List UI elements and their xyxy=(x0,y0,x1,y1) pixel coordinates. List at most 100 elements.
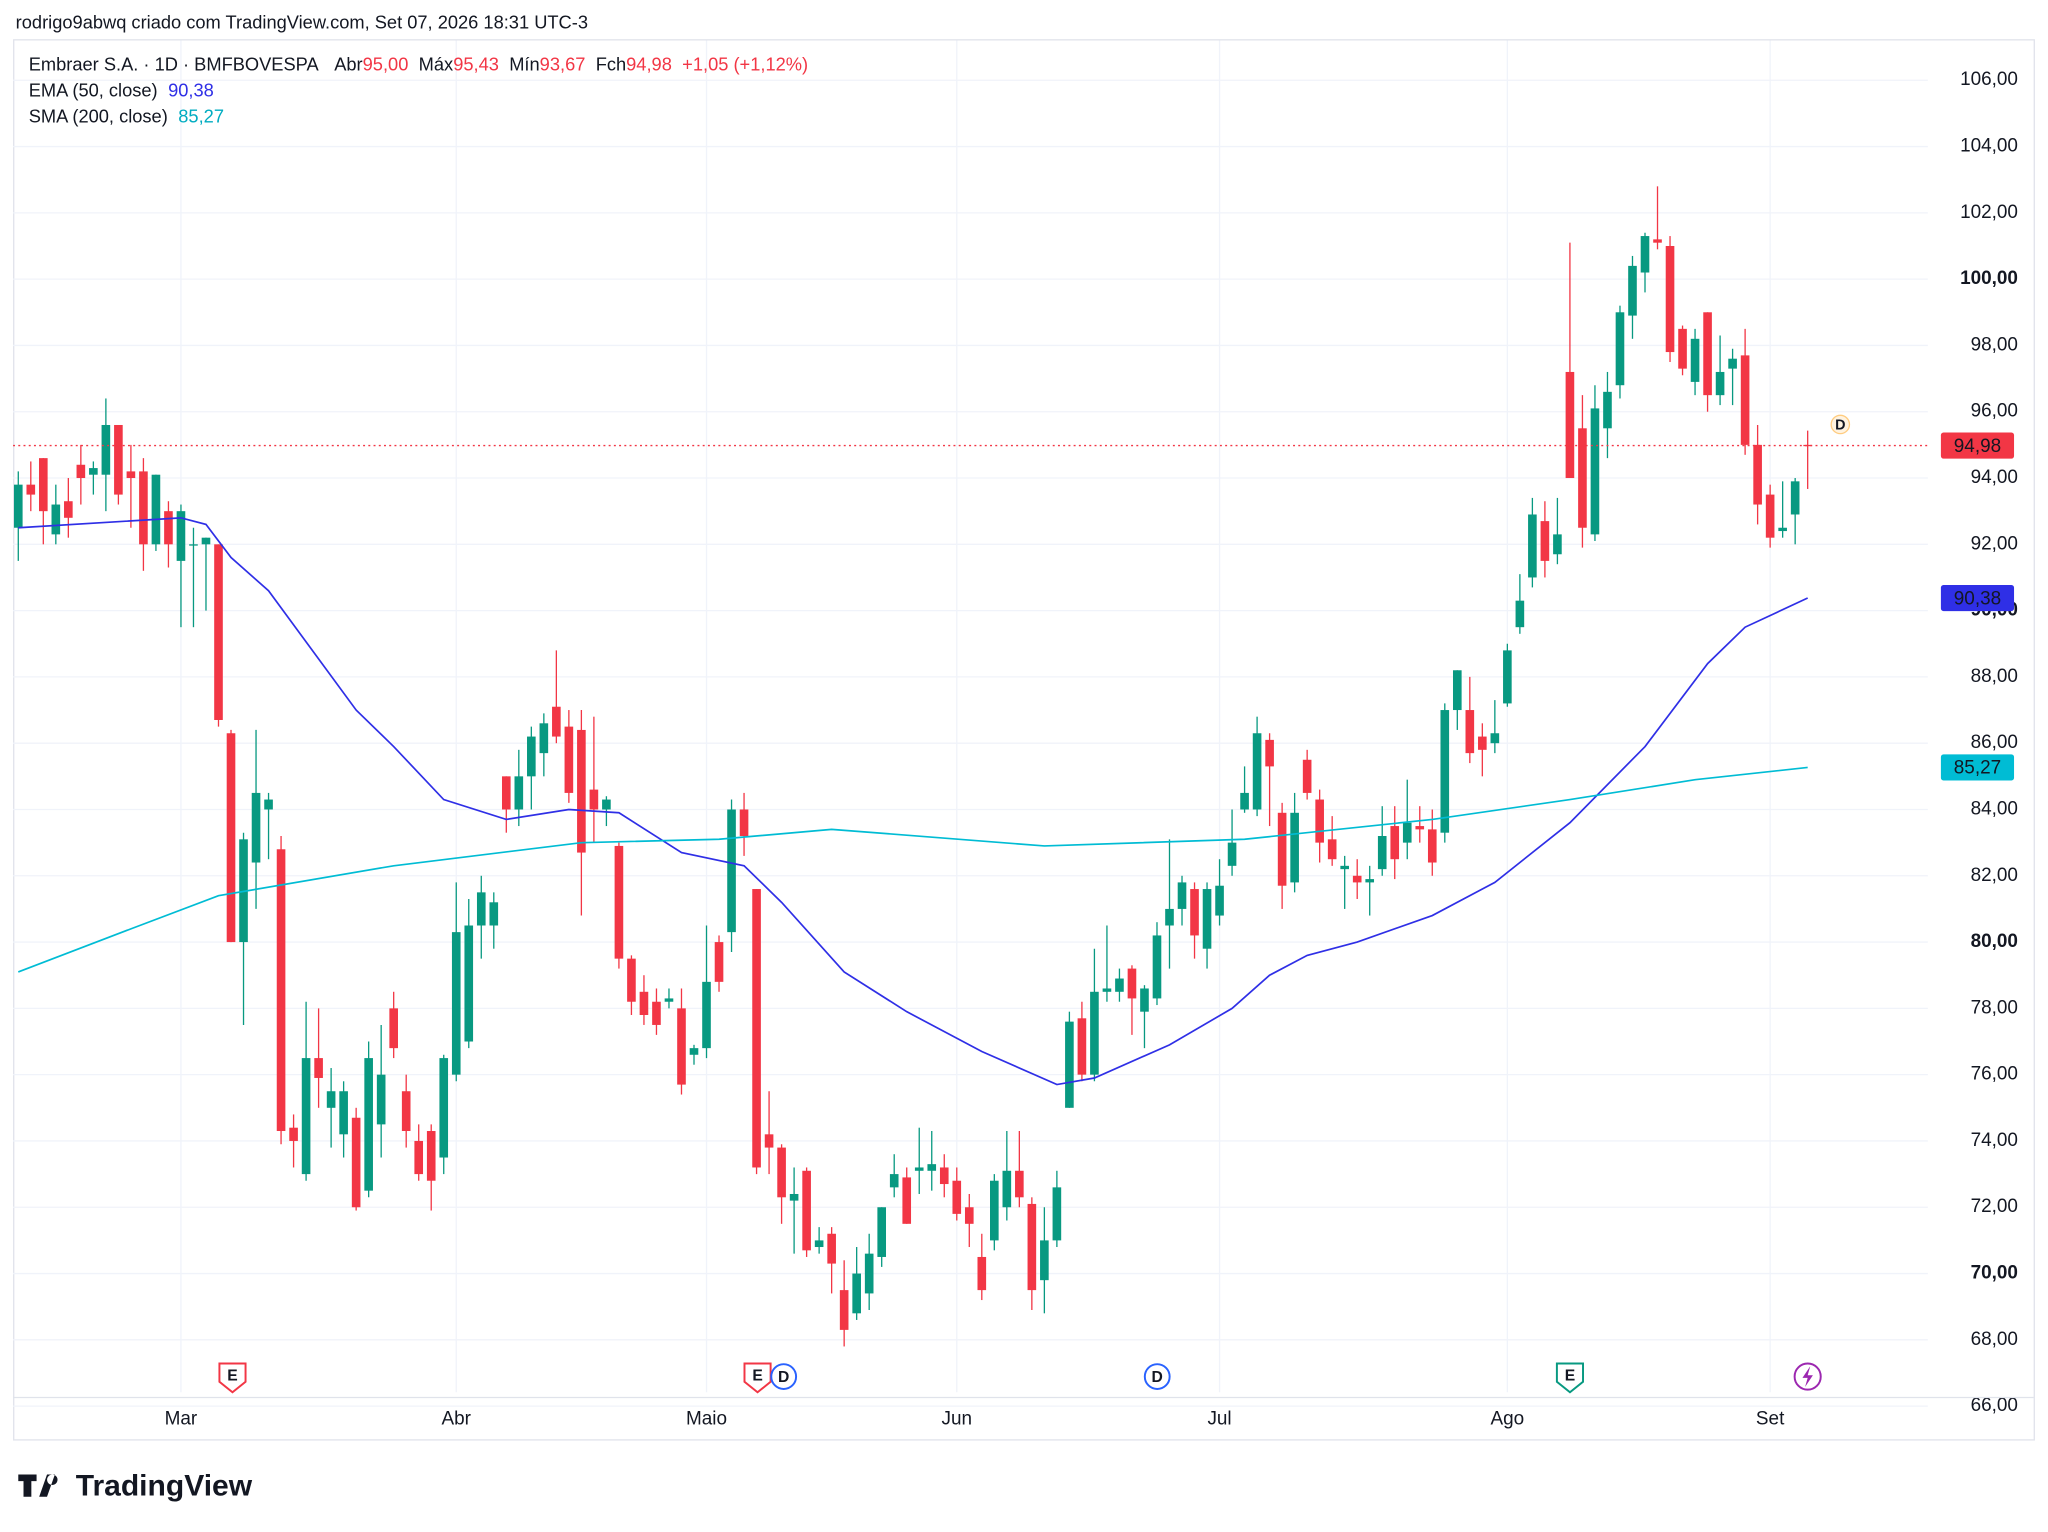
candle-body xyxy=(1352,875,1362,883)
candle-body xyxy=(451,932,461,1075)
candle-body xyxy=(1277,812,1287,886)
y-tick-label: 84,00 xyxy=(1971,798,2018,819)
candle-body xyxy=(914,1167,924,1171)
candle-body xyxy=(952,1180,962,1214)
candle-body xyxy=(1265,739,1274,767)
candle-body xyxy=(1090,991,1099,1075)
legend-entry: EMA (50, close) xyxy=(29,79,158,100)
candle-body xyxy=(1252,733,1262,810)
grid xyxy=(13,40,1928,1407)
candle-body xyxy=(476,892,486,926)
candle-body xyxy=(139,471,148,545)
event-markers: E E D D E D xyxy=(218,414,1851,1394)
candle-body xyxy=(1640,236,1650,273)
candle-body xyxy=(151,474,161,545)
candle-body xyxy=(827,1233,836,1264)
candle-body xyxy=(1065,1021,1074,1108)
candle-body xyxy=(564,726,574,793)
x-tick-label: Jul xyxy=(1207,1409,1231,1430)
event-label: D xyxy=(1152,1369,1163,1386)
candle-body xyxy=(351,1117,361,1208)
candle-body xyxy=(1740,355,1750,445)
legend-label: Abr xyxy=(334,53,362,74)
candle-body xyxy=(1628,265,1637,316)
candle-body xyxy=(1703,312,1712,396)
candle-body xyxy=(752,889,761,1168)
candle-body xyxy=(214,544,223,720)
candle-body xyxy=(877,1207,887,1257)
legend-value: 95,00 xyxy=(363,53,409,74)
candle-body xyxy=(126,471,136,479)
candle-body xyxy=(176,511,186,561)
candle-body xyxy=(226,733,236,943)
dividend-icon[interactable] xyxy=(1143,1363,1171,1390)
legend-value: 95,43 xyxy=(453,53,499,74)
candle-body xyxy=(514,776,524,810)
candle-body xyxy=(439,1058,449,1158)
earnings-icon[interactable] xyxy=(743,1362,772,1394)
candle-body xyxy=(264,799,273,810)
event-label: E xyxy=(1565,1368,1575,1385)
logo: TradingView xyxy=(18,1470,253,1503)
candle-body xyxy=(627,958,636,1002)
candle-body xyxy=(1290,812,1299,883)
y-tick-label: 98,00 xyxy=(1971,334,2018,355)
candle-body xyxy=(89,468,98,475)
candle-body xyxy=(1728,358,1737,369)
candle-body xyxy=(1452,670,1462,711)
candle-body xyxy=(201,537,211,545)
candle-body xyxy=(1140,988,1149,1012)
candle-body xyxy=(864,1253,874,1294)
candle-body xyxy=(364,1058,373,1191)
dividend-upcoming-icon[interactable] xyxy=(1830,414,1851,435)
candle-body xyxy=(714,942,724,982)
candle-body xyxy=(1715,371,1725,396)
earnings-icon[interactable] xyxy=(218,1362,247,1394)
indicator-line xyxy=(18,516,1809,1086)
indicator-line xyxy=(17,766,1808,973)
x-tick-label: Ago xyxy=(1491,1409,1525,1430)
y-tick-label: 70,00 xyxy=(1971,1263,2018,1284)
candle-body xyxy=(1440,710,1450,833)
candle-body xyxy=(376,1074,386,1125)
candle-body xyxy=(1227,842,1237,866)
candle-body xyxy=(1027,1203,1037,1291)
legend-value: 94,98 xyxy=(626,53,672,74)
candle-body xyxy=(539,723,549,754)
candle-body xyxy=(727,809,736,933)
candle-body xyxy=(1503,650,1512,704)
y-tick-label: 66,00 xyxy=(1971,1395,2018,1416)
candle-body xyxy=(1678,328,1687,369)
candle-body xyxy=(990,1180,999,1241)
candle-body xyxy=(839,1290,849,1330)
candle-body xyxy=(1240,792,1249,810)
price-badge xyxy=(1940,754,2015,781)
candle-body xyxy=(1040,1240,1049,1281)
plot xyxy=(13,186,1928,1347)
legend-label: Máx xyxy=(419,53,454,74)
candle-body xyxy=(1753,444,1762,505)
legend-value: 90,38 xyxy=(168,79,214,100)
candle-body xyxy=(927,1164,937,1171)
x-tick-label: Abr xyxy=(442,1409,471,1430)
y-tick-label: 94,00 xyxy=(1971,467,2018,488)
y-tick-label: 72,00 xyxy=(1971,1196,2018,1217)
earnings-icon[interactable] xyxy=(1555,1362,1584,1394)
candle-body xyxy=(39,458,48,512)
candle-body xyxy=(401,1091,411,1132)
candle-body xyxy=(939,1167,949,1185)
x-tick-label: Mar xyxy=(165,1409,198,1430)
candle-body xyxy=(1215,885,1224,916)
y-tick-label: 92,00 xyxy=(1971,533,2018,554)
candle-body xyxy=(1402,822,1412,843)
candle-body xyxy=(702,981,711,1049)
logo-mark xyxy=(18,1474,58,1497)
candle-body xyxy=(1052,1187,1062,1241)
x-tick-label: Maio xyxy=(686,1409,727,1430)
candle-body xyxy=(1578,428,1587,528)
candle-body xyxy=(489,902,499,926)
dividend-icon[interactable] xyxy=(770,1363,798,1390)
candle-body xyxy=(789,1193,799,1201)
candle-body xyxy=(1415,826,1425,830)
